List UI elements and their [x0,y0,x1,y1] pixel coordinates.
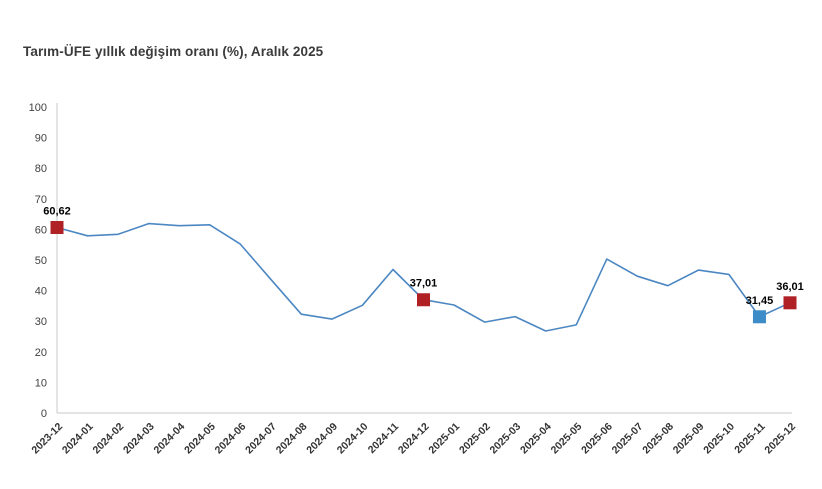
data-label-2024-12: 37,01 [410,278,438,290]
data-label-2023-12: 60,62 [43,206,71,218]
x-tick-label: 2025-08 [640,421,676,457]
x-tick-label: 2023-12 [29,421,65,457]
data-marker-2023-12 [50,221,64,235]
x-tick-label: 2024-04 [152,421,188,457]
x-tick-label: 2024-10 [335,421,371,457]
x-tick-label: 2024-07 [243,421,279,457]
x-tick-label: 2025-05 [549,421,585,457]
x-tick-label: 2024-06 [213,421,249,457]
x-tick-label: 2025-10 [701,421,737,457]
x-tick-label: 2025-03 [488,421,524,457]
y-tick-label: 10 [35,377,47,389]
y-tick-label: 80 [35,163,47,175]
x-tick-label: 2024-01 [60,421,96,457]
data-marker-2024-12 [417,293,430,307]
x-tick-label: 2024-08 [274,421,310,457]
y-tick-label: 20 [35,347,47,359]
y-tick-label: 30 [35,316,47,328]
x-tick-label: 2024-02 [90,421,126,457]
data-marker-2025-11 [752,310,766,324]
y-tick-label: 0 [41,408,47,420]
x-tick-label: 2025-11 [732,421,767,456]
data-label-2025-12: 36,01 [776,281,804,293]
y-tick-label: 60 [35,224,47,236]
x-tick-label: 2025-01 [426,421,462,457]
x-tick-label: 2025-06 [579,421,615,457]
x-tick-label: 2025-12 [762,421,798,457]
x-tick-label: 2025-09 [671,421,707,457]
y-tick-label: 100 [29,102,47,114]
x-tick-label: 2024-03 [121,421,157,457]
y-tick-label: 50 [35,255,47,267]
x-tick-label: 2024-11 [366,421,401,456]
x-tick-label: 2024-12 [396,421,432,457]
y-tick-label: 40 [35,286,47,298]
y-tick-label: 70 [35,194,47,206]
x-tick-label: 2024-05 [182,421,218,457]
x-tick-label: 2025-04 [518,421,554,457]
data-marker-2025-12 [783,296,797,310]
data-label-2025-11: 31,45 [746,295,774,307]
x-tick-label: 2024-09 [304,421,340,457]
x-tick-label: 2025-02 [457,421,493,457]
x-tick-label: 2025-07 [610,421,646,457]
chart-title: Tarım-ÜFE yıllık değişim oranı (%), Aral… [23,44,324,59]
y-tick-label: 90 [35,133,47,145]
